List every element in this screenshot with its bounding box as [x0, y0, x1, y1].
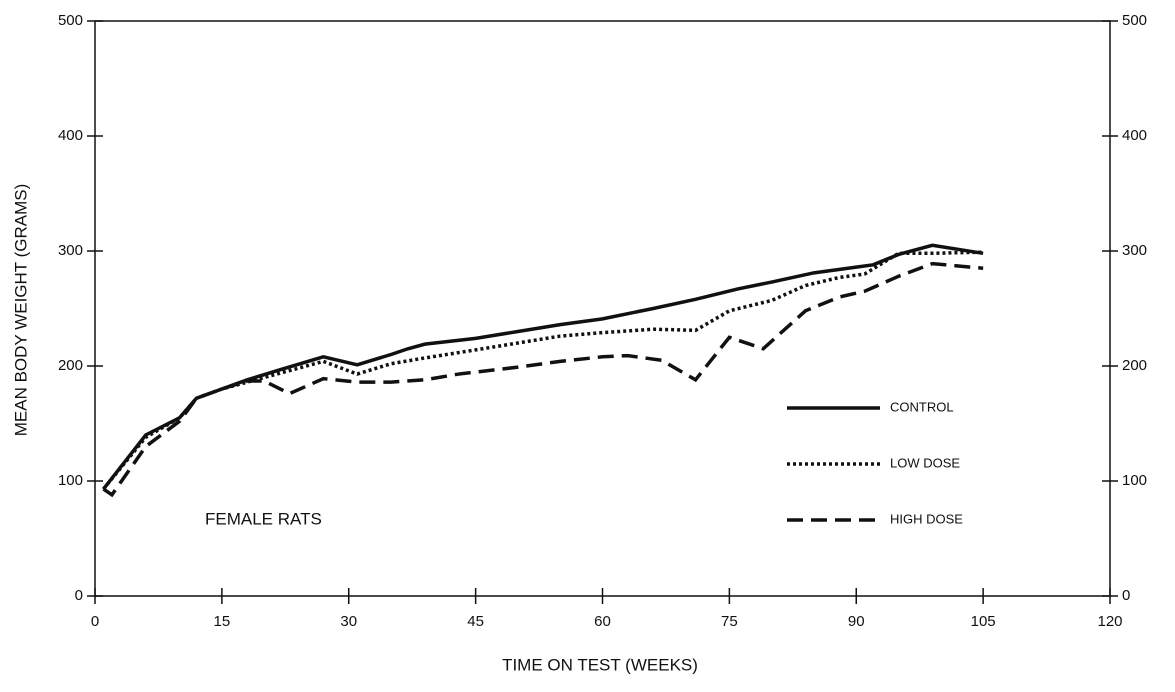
x-tick-label: 0: [91, 613, 99, 630]
y-tick-label: 200: [58, 357, 83, 374]
y-tick-label: 100: [58, 472, 83, 489]
x-tick-label: 60: [594, 613, 611, 630]
legend-label: CONTROL: [890, 399, 954, 414]
y2-tick-label: 500: [1122, 12, 1147, 29]
x-tick-label: 90: [848, 613, 865, 630]
x-tick-label: 15: [214, 613, 231, 630]
series-line: [102, 261, 984, 498]
series-line: [102, 243, 984, 491]
y2-tick-label: 200: [1122, 357, 1147, 374]
y-tick-label: 300: [58, 242, 83, 259]
x-axis-label: TIME ON TEST (WEEKS): [502, 655, 698, 674]
legend-label: LOW DOSE: [890, 455, 960, 470]
y-tick-label: 500: [58, 12, 83, 29]
annotation: FEMALE RATS: [205, 509, 322, 528]
y2-tick-label: 300: [1122, 242, 1147, 259]
y-tick-label: 0: [75, 587, 83, 604]
y2-tick-label: 0: [1122, 587, 1130, 604]
y-tick-label: 400: [58, 127, 83, 144]
x-tick-label: 75: [721, 613, 738, 630]
y-axis-label: MEAN BODY WEIGHT (GRAMS): [11, 184, 30, 437]
x-tick-label: 30: [340, 613, 357, 630]
x-tick-label: 120: [1097, 613, 1122, 630]
series-line: [102, 250, 984, 491]
x-tick-label: 45: [467, 613, 484, 630]
legend-label: HIGH DOSE: [890, 511, 963, 526]
y2-tick-label: 400: [1122, 127, 1147, 144]
x-tick-label: 105: [971, 613, 996, 630]
y2-tick-label: 100: [1122, 472, 1147, 489]
